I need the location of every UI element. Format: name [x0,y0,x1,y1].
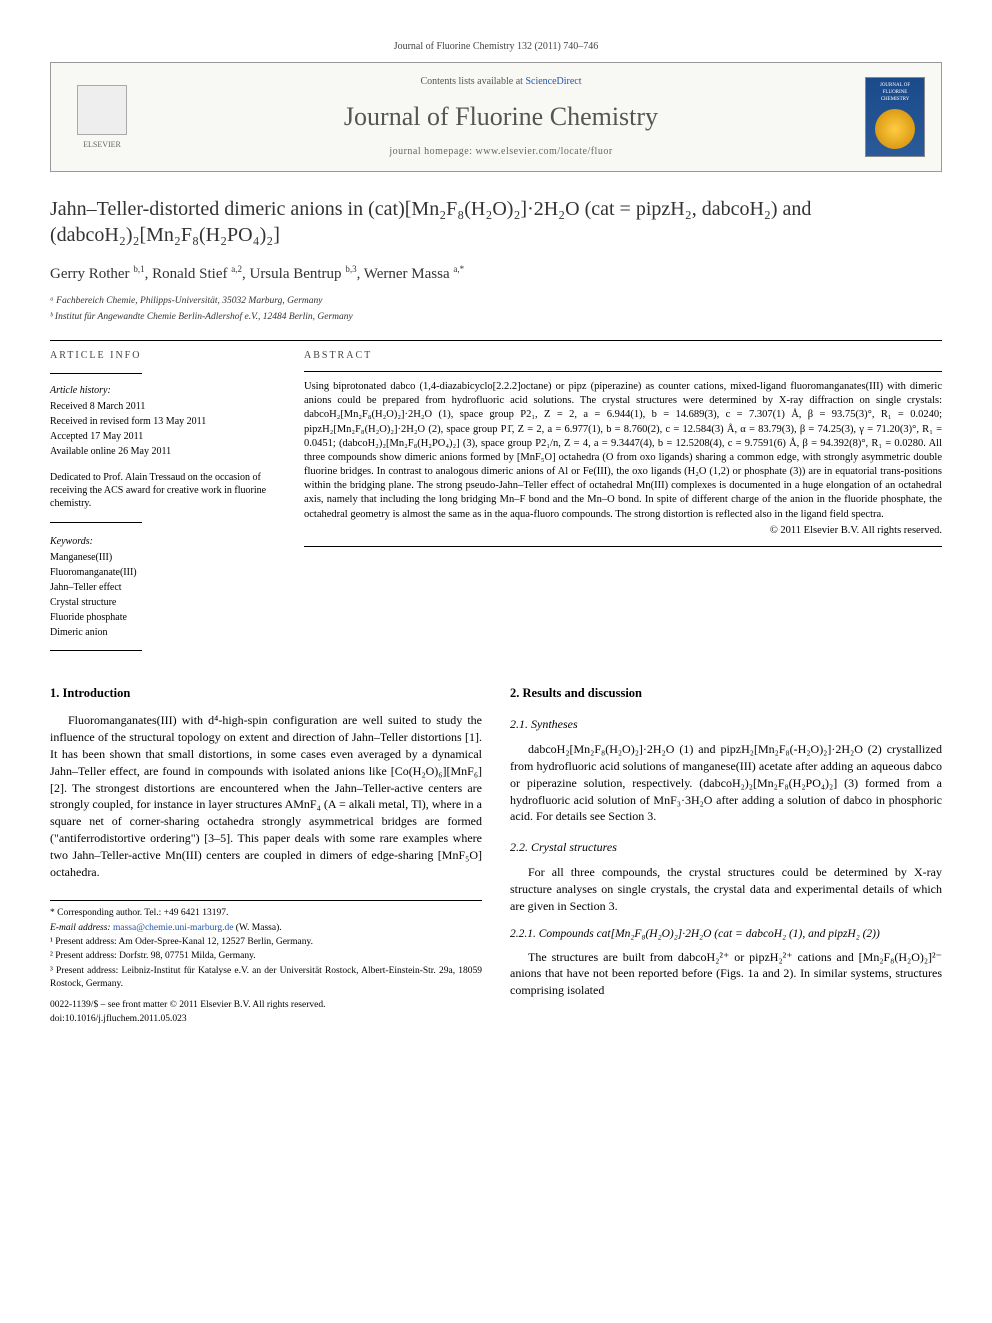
keyword: Fluoride phosphate [50,611,280,625]
keywords-label: Keywords: [50,535,280,549]
journal-title: Journal of Fluorine Chemistry [153,99,849,135]
article-info: ARTICLE INFO Article history: Received 8… [50,349,280,661]
article-title: Jahn–Teller-distorted dimeric anions in … [50,196,942,248]
left-column: 1. Introduction Fluoromanganates(III) wi… [50,685,482,1026]
info-divider [50,522,142,523]
section-2-heading: 2. Results and discussion [510,685,942,703]
homepage-line: journal homepage: www.elsevier.com/locat… [153,145,849,159]
journal-banner: ELSEVIER Contents lists available at Sci… [50,62,942,172]
article-info-heading: ARTICLE INFO [50,349,280,363]
doi-line: doi:10.1016/j.jfluchem.2011.05.023 [50,1013,482,1026]
info-divider [50,373,142,374]
homepage-prefix: journal homepage: [389,146,475,157]
keyword: Dimeric anion [50,626,280,640]
elsevier-logo: ELSEVIER [67,77,137,157]
footnotes: * Corresponding author. Tel.: +49 6421 1… [50,900,482,991]
journal-cover-thumb: JOURNAL OF FLUORINE CHEMISTRY [865,77,925,157]
divider [50,340,942,341]
journal-header: Journal of Fluorine Chemistry 132 (2011)… [50,40,942,54]
homepage-url[interactable]: www.elsevier.com/locate/fluor [476,146,613,157]
abstract-divider-bottom [304,546,942,547]
affiliation-b: ᵇ Institut für Angewandte Chemie Berlin-… [50,311,942,324]
doi-block: 0022-1139/$ – see front matter © 2011 El… [50,999,482,1026]
corresponding-author: * Corresponding author. Tel.: +49 6421 1… [50,907,482,920]
abstract-block: ABSTRACT Using biprotonated dabco (1,4-d… [304,349,942,661]
email-suffix: (W. Massa). [233,923,281,933]
history-label: Article history: [50,384,280,398]
keyword: Fluoromanganate(III) [50,566,280,580]
section-2-1-para-1: dabcoH₂[Mn₂F₈(H₂O)₂]·2H₂O (1) and pipzH₂… [510,741,942,825]
info-abstract-row: ARTICLE INFO Article history: Received 8… [50,349,942,661]
info-divider [50,650,142,651]
contents-prefix: Contents lists available at [420,76,525,87]
section-2-2-heading: 2.2. Crystal structures [510,839,942,856]
cover-thumb-title: JOURNAL OF FLUORINE CHEMISTRY [870,82,920,103]
footnote-3: ³ Present address: Leibniz-Institut für … [50,965,482,992]
keyword: Crystal structure [50,596,280,610]
history-item: Accepted 17 May 2011 [50,430,280,444]
section-2-2-para-1: For all three compounds, the crystal str… [510,864,942,914]
cover-thumb-image [875,109,915,149]
abstract-heading: ABSTRACT [304,349,942,363]
body-columns: 1. Introduction Fluoromanganates(III) wi… [50,685,942,1026]
contents-line: Contents lists available at ScienceDirec… [153,75,849,89]
email-label: E-mail address: [50,923,113,933]
dedication: Dedicated to Prof. Alain Tressaud on the… [50,471,280,510]
email-link[interactable]: massa@chemie.uni-marburg.de [113,923,233,933]
section-1-para-1: Fluoromanganates(III) with d⁴-high-spin … [50,712,482,880]
abstract-divider [304,371,942,372]
history-item: Received 8 March 2011 [50,400,280,414]
elsevier-label: ELSEVIER [83,139,121,150]
history-item: Received in revised form 13 May 2011 [50,415,280,429]
history-item: Available online 26 May 2011 [50,445,280,459]
section-1-heading: 1. Introduction [50,685,482,703]
section-2-2-1-para-1: The structures are built from dabcoH₂²⁺ … [510,949,942,999]
front-matter-line: 0022-1139/$ – see front matter © 2011 El… [50,999,482,1012]
abstract-text: Using biprotonated dabco (1,4-diazabicyc… [304,380,942,522]
keyword: Jahn–Teller effect [50,581,280,595]
copyright: © 2011 Elsevier B.V. All rights reserved… [304,524,942,539]
authors: Gerry Rother b,1, Ronald Stief a,2, Ursu… [50,264,942,285]
footnote-2: ² Present address: Dorfstr. 98, 07751 Mi… [50,950,482,963]
keyword: Manganese(III) [50,551,280,565]
section-2-2-1-heading: 2.2.1. Compounds cat[Mn₂F₈(H₂O)₂]·2H₂O (… [510,926,942,942]
section-2-1-heading: 2.1. Syntheses [510,716,942,733]
affiliation-a: ᵃ Fachbereich Chemie, Philipps-Universit… [50,295,942,308]
affiliations: ᵃ Fachbereich Chemie, Philipps-Universit… [50,295,942,324]
sciencedirect-link[interactable]: ScienceDirect [525,76,581,87]
right-column: 2. Results and discussion 2.1. Syntheses… [510,685,942,1026]
banner-center: Contents lists available at ScienceDirec… [153,75,849,159]
email-line: E-mail address: massa@chemie.uni-marburg… [50,922,482,935]
elsevier-tree-icon [77,85,127,135]
footnote-1: ¹ Present address: Am Oder-Spree-Kanal 1… [50,936,482,949]
